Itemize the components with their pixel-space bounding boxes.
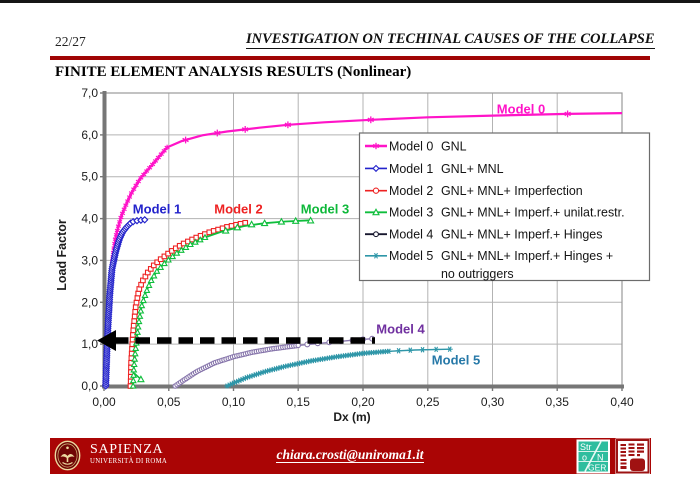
svg-text:Load Factor: Load Factor (55, 219, 69, 291)
svg-text:GNL+ MNL+ Imperfection: GNL+ MNL+ Imperfection (441, 184, 583, 198)
svg-text:0,10: 0,10 (222, 395, 246, 409)
svg-text:3,0: 3,0 (81, 253, 98, 267)
svg-text:GNL+ MNL+ Imperf.+ unilat.rest: GNL+ MNL+ Imperf.+ unilat.restr. (441, 206, 625, 220)
svg-text:Dx (m): Dx (m) (333, 410, 370, 424)
svg-text:GNL+ MNL: GNL+ MNL (441, 162, 504, 176)
svg-text:Model 1: Model 1 (133, 202, 181, 217)
svg-text:Model 2: Model 2 (389, 184, 433, 198)
svg-text:Model 2: Model 2 (214, 202, 262, 217)
svg-text:1,0: 1,0 (81, 337, 98, 351)
svg-text:0,35: 0,35 (546, 395, 570, 409)
svg-text:7,0: 7,0 (81, 86, 98, 100)
svg-text:0,25: 0,25 (416, 395, 440, 409)
svg-text:0,05: 0,05 (157, 395, 181, 409)
svg-text:Model 3: Model 3 (301, 202, 349, 217)
svg-text:0,00: 0,00 (92, 395, 116, 409)
svg-text:GNL+ MNL+ Imperf.+ Hinges +: GNL+ MNL+ Imperf.+ Hinges + (441, 249, 613, 263)
svg-text:0,0: 0,0 (81, 379, 98, 393)
svg-text:Model 0: Model 0 (389, 139, 433, 153)
svg-text:no outriggers: no outriggers (441, 267, 514, 281)
svg-text:Model 4: Model 4 (389, 228, 433, 242)
svg-text:0,20: 0,20 (351, 395, 375, 409)
svg-text:0,40: 0,40 (610, 395, 634, 409)
svg-text:0,30: 0,30 (481, 395, 505, 409)
svg-text:Model 3: Model 3 (389, 206, 433, 220)
svg-text:Model 0: Model 0 (497, 102, 545, 117)
svg-text:5,0: 5,0 (81, 170, 98, 184)
svg-text:Model 1: Model 1 (389, 162, 433, 176)
svg-text:4,0: 4,0 (81, 212, 98, 226)
svg-text:GNL: GNL (441, 139, 467, 153)
svg-text:2,0: 2,0 (81, 295, 98, 309)
svg-text:6,0: 6,0 (81, 128, 98, 142)
svg-text:Model 4: Model 4 (376, 322, 425, 337)
svg-text:Model 5: Model 5 (432, 353, 480, 368)
svg-text:0,15: 0,15 (287, 395, 311, 409)
svg-text:Model 5: Model 5 (389, 249, 433, 263)
svg-text:GNL+ MNL+ Imperf.+ Hinges: GNL+ MNL+ Imperf.+ Hinges (441, 228, 602, 242)
